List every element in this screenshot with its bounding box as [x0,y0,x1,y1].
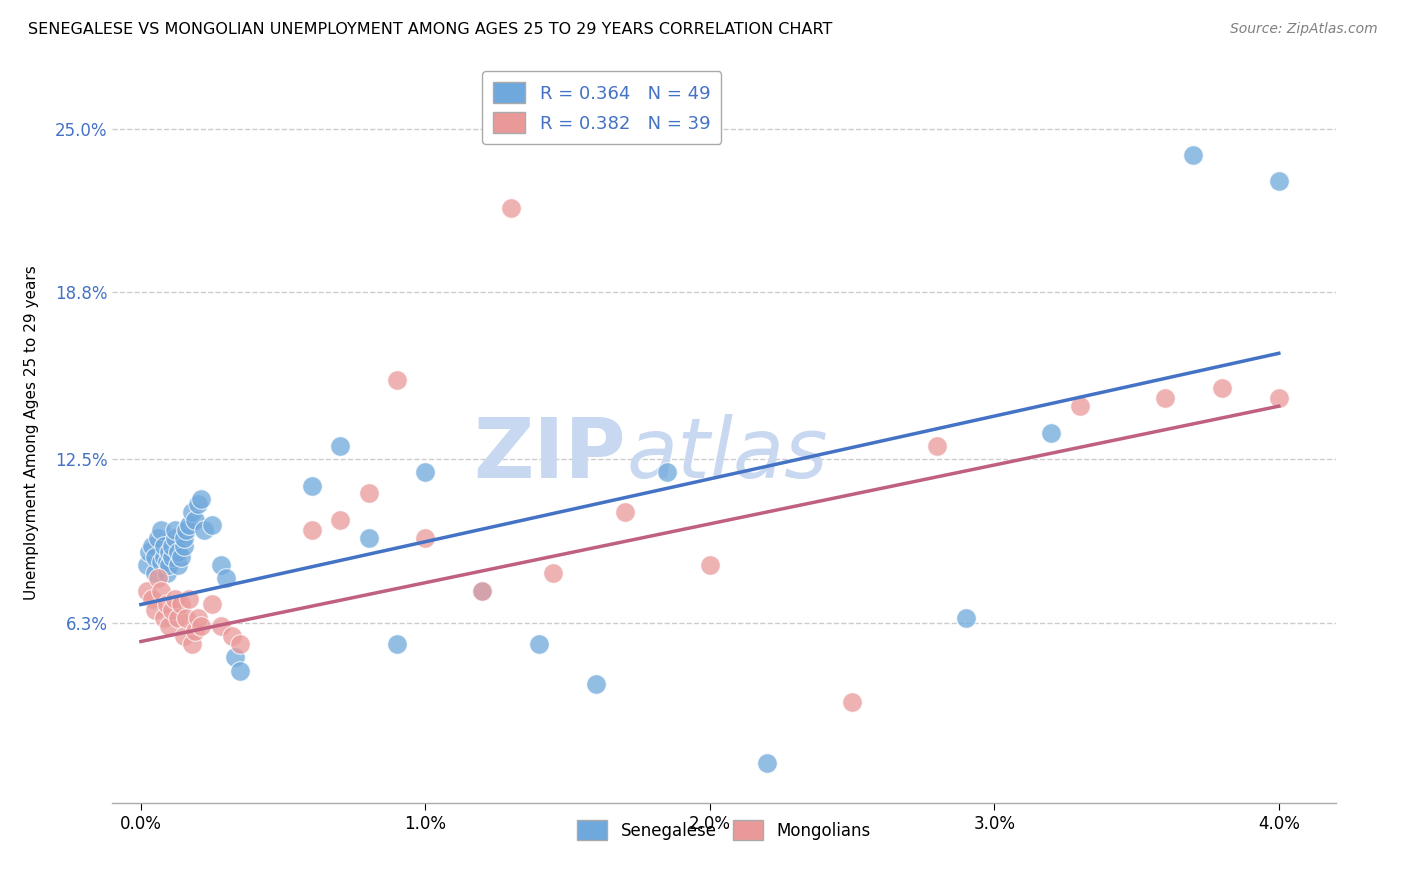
Point [149,584,172,599]
Point [181,505,204,519]
Point [184,513,207,527]
Point [415,465,437,479]
Point [187,497,209,511]
Point [1069,399,1091,413]
Point [543,566,565,580]
Point [181,637,204,651]
Point [167,544,190,558]
Point [167,558,190,572]
Point [1154,391,1177,405]
Y-axis label: Unemployment Among Ages 25 to 29 years: Unemployment Among Ages 25 to 29 years [24,265,39,600]
Point [1182,148,1205,162]
Point [138,544,160,558]
Point [160,539,183,553]
Point [179,518,201,533]
Point [155,598,177,612]
Point [173,539,195,553]
Point [157,618,180,632]
Point [155,566,177,580]
Point [173,629,195,643]
Point [201,518,224,533]
Point [329,439,352,453]
Point [1268,174,1291,188]
Point [471,584,494,599]
Point [165,524,187,538]
Text: Source: ZipAtlas.com: Source: ZipAtlas.com [1230,22,1378,37]
Point [1211,381,1233,395]
Point [499,201,522,215]
Point [173,532,195,546]
Point [755,756,778,771]
Point [141,539,163,553]
Point [179,592,201,607]
Point [152,549,174,564]
Point [190,618,212,632]
Point [146,532,169,546]
Point [357,486,380,500]
Point [143,566,166,580]
Point [955,611,977,625]
Point [201,598,224,612]
Point [176,611,198,625]
Point [209,618,232,632]
Point [1040,425,1063,440]
Point [149,524,172,538]
Point [176,524,198,538]
Point [157,544,180,558]
Point [657,465,679,479]
Point [160,549,183,564]
Point [221,629,243,643]
Point [927,439,949,453]
Point [224,650,246,665]
Point [229,637,252,651]
Point [160,603,183,617]
Point [135,584,157,599]
Point [167,611,190,625]
Point [527,637,550,651]
Point [385,637,408,651]
Text: ZIP: ZIP [474,414,626,495]
Point [187,611,209,625]
Point [143,603,166,617]
Point [613,505,636,519]
Point [841,695,863,709]
Point [385,373,408,387]
Point [141,592,163,607]
Point [170,549,193,564]
Point [152,611,174,625]
Point [155,555,177,569]
Text: atlas: atlas [626,414,828,495]
Point [1268,391,1291,405]
Point [157,558,180,572]
Point [193,524,215,538]
Text: SENEGALESE VS MONGOLIAN UNEMPLOYMENT AMONG AGES 25 TO 29 YEARS CORRELATION CHART: SENEGALESE VS MONGOLIAN UNEMPLOYMENT AMO… [28,22,832,37]
Point [229,664,252,678]
Point [301,524,323,538]
Point [165,532,187,546]
Point [149,555,172,569]
Point [143,549,166,564]
Point [471,584,494,599]
Point [415,532,437,546]
Point [184,624,207,638]
Point [135,558,157,572]
Point [329,513,352,527]
Point [357,532,380,546]
Legend: Senegalese, Mongolians: Senegalese, Mongolians [571,814,877,847]
Point [165,592,187,607]
Point [152,539,174,553]
Point [215,571,238,585]
Point [699,558,721,572]
Point [585,677,607,691]
Point [146,571,169,585]
Point [209,558,232,572]
Point [190,491,212,506]
Point [301,478,323,492]
Point [170,598,193,612]
